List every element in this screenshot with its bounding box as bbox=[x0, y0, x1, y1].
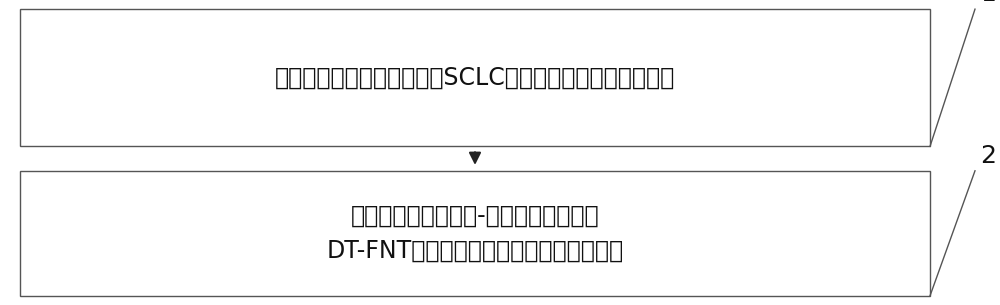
Bar bbox=[20, 9, 930, 146]
Text: 2: 2 bbox=[980, 144, 996, 168]
Bar bbox=[20, 171, 930, 296]
Text: 利用空间电荷限制电流机制SCLC对阈值转变忆阻器进行建模: 利用空间电荷限制电流机制SCLC对阈值转变忆阻器进行建模 bbox=[275, 66, 675, 90]
Text: 1: 1 bbox=[980, 0, 996, 6]
Text: 利用直接隧传到福勒-诺德海姆隧穿机制
DT-FNT对另一类阈值转变忆阻器进行建模: 利用直接隧传到福勒-诺德海姆隧穿机制 DT-FNT对另一类阈值转变忆阻器进行建模 bbox=[326, 204, 624, 263]
